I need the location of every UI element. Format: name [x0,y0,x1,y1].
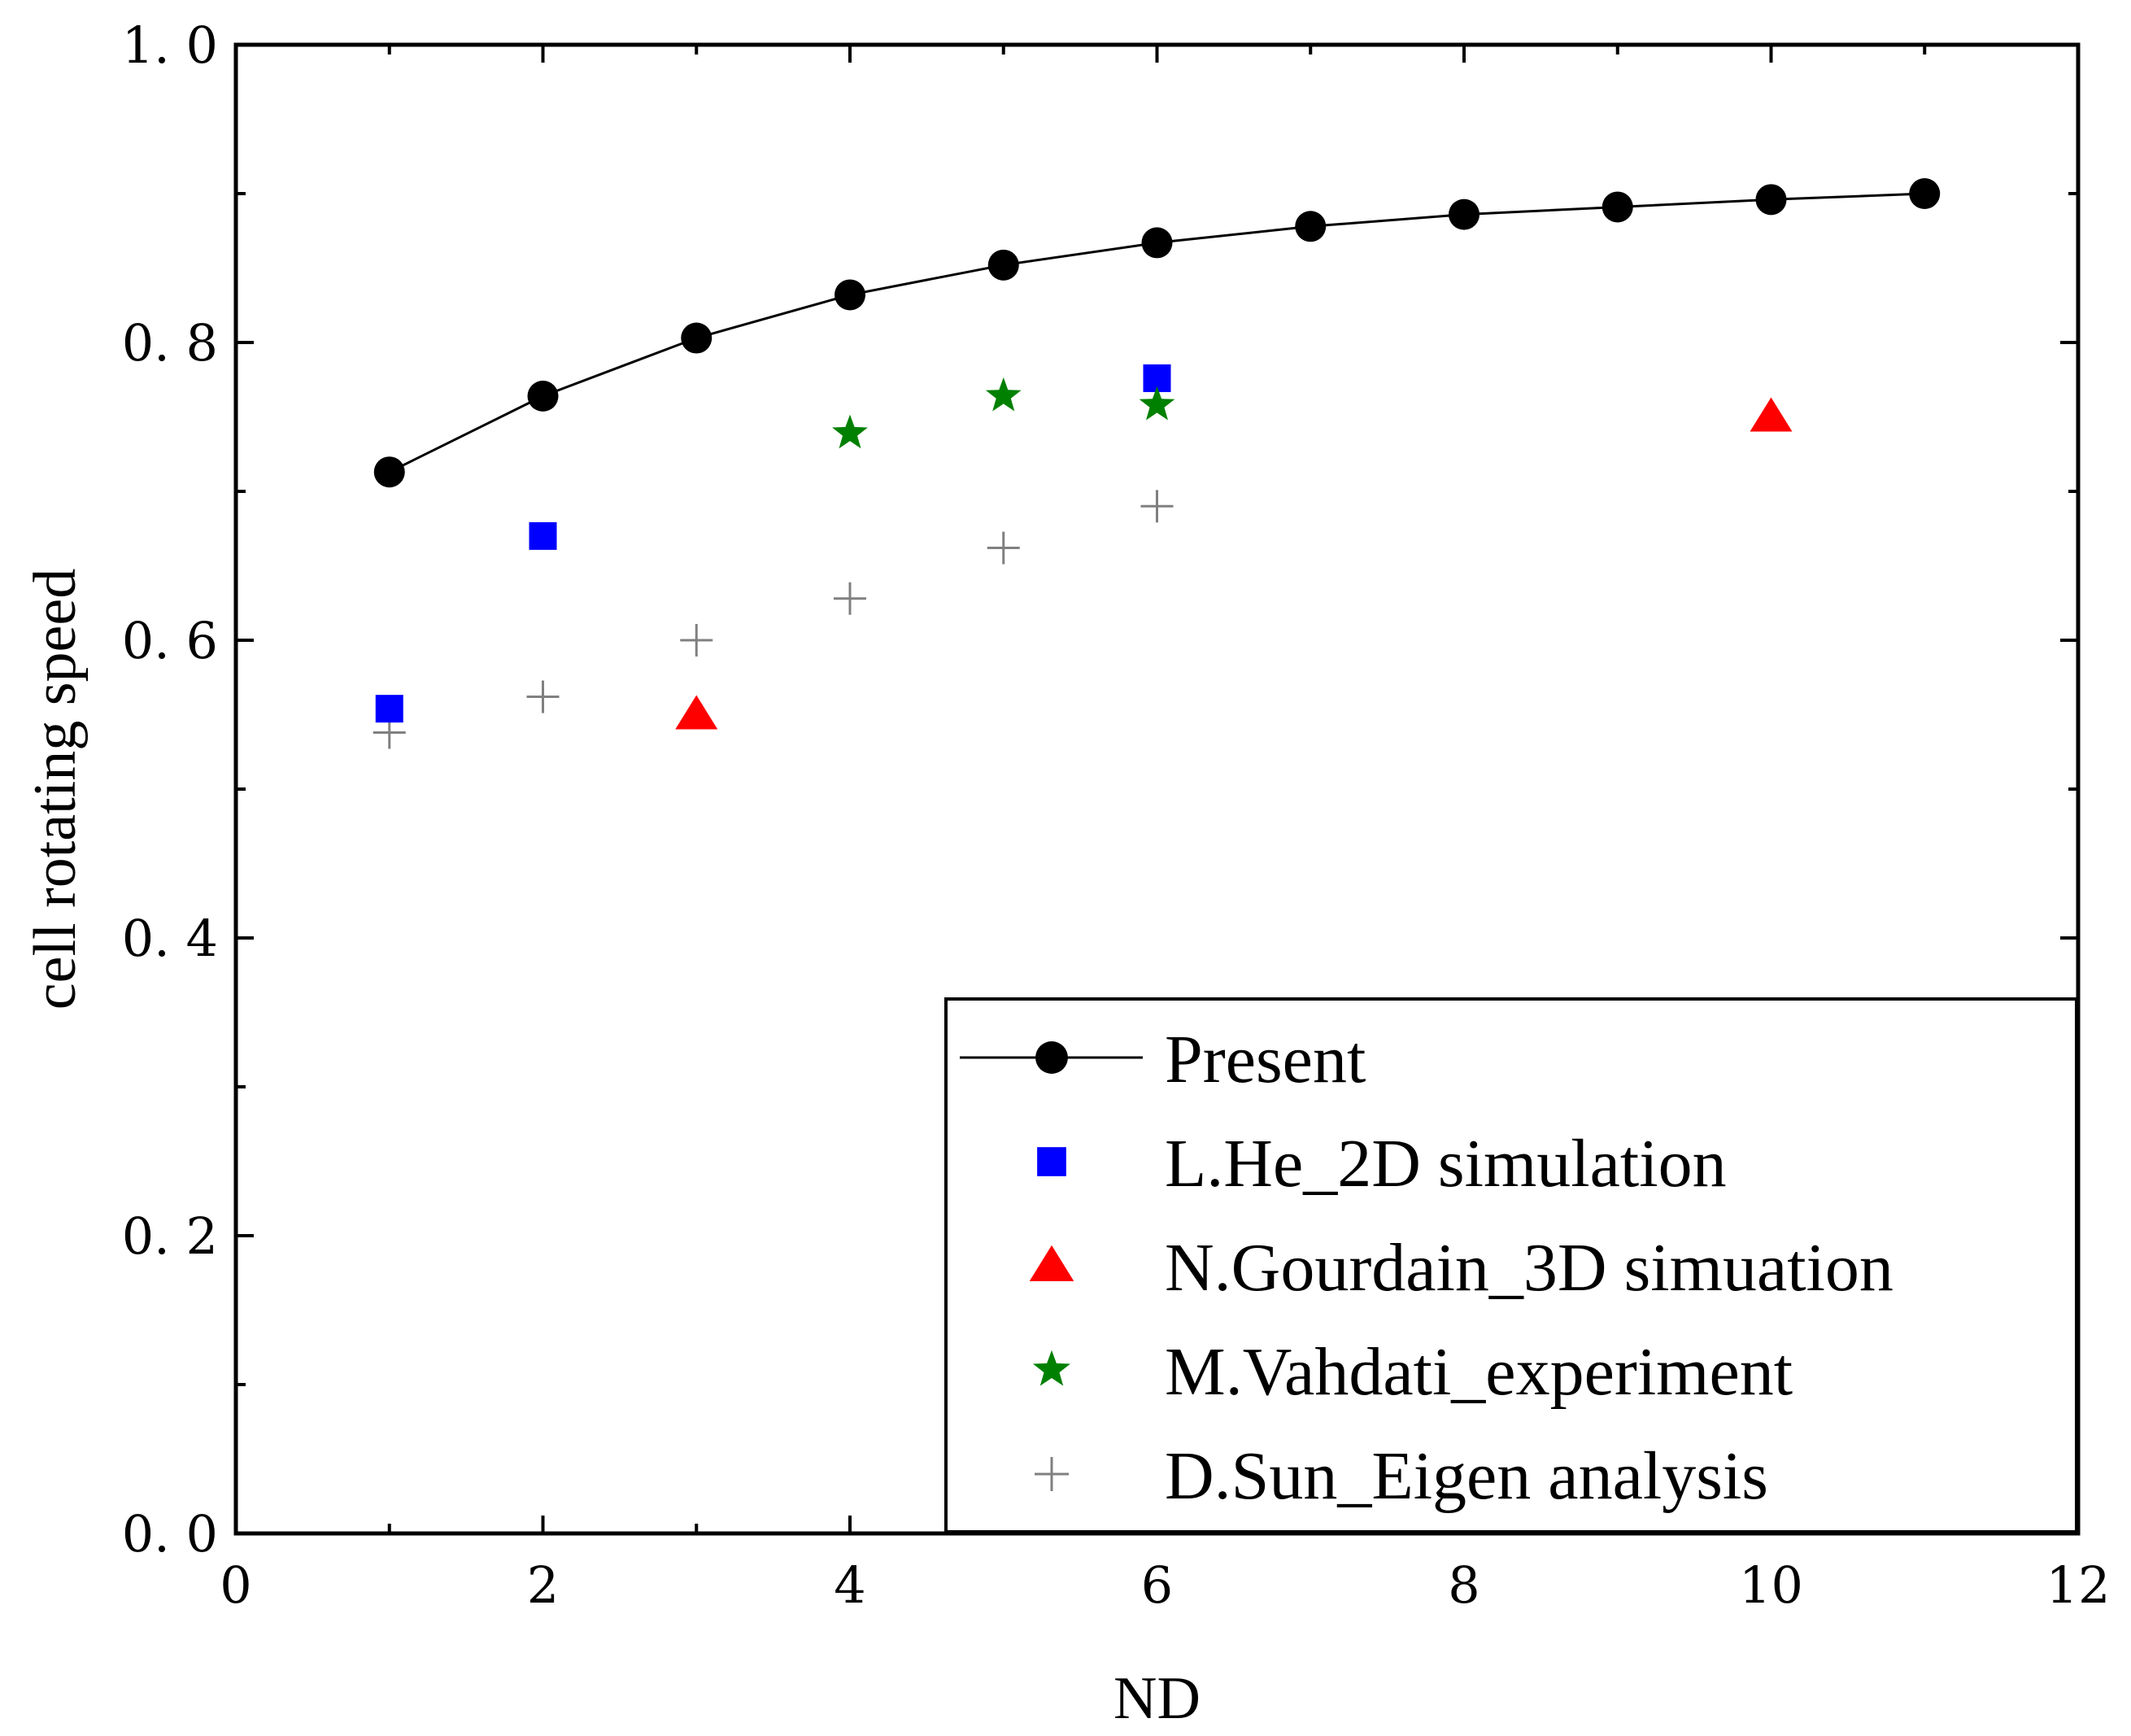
legend-label: M.Vahdati_experiment [1165,1334,1793,1410]
data-point-circle [1295,211,1327,242]
legend: Present L.He_2D simulation N.Gourdain_3D s… [944,997,2078,1533]
data-point-plus [987,531,1020,565]
data-point-star [985,377,1022,412]
x-tick-label: 6 [1141,1555,1173,1615]
legend-box [944,997,2078,1533]
data-point-circle [1909,178,1941,209]
data-point-star [1139,386,1175,421]
data-point-square [529,521,557,550]
data-point-plus [526,680,560,713]
data-point-circle [373,456,405,488]
x-tick-label: 2 [527,1555,559,1615]
data-point-circle [1141,227,1173,259]
tick-labels: 0 2 4 6 8 10 12 0. 0 0. 2 0. 4 0. 6 0. 8 1. 0 [122,15,2111,1615]
legend-label: L.He_2D simulation [1165,1126,1727,1202]
x-axis-title: ND [1113,1665,1201,1732]
x-tick-label: 0 [220,1555,251,1615]
legend-label: Present [1165,1022,1366,1097]
legend-marker-circle [1035,1041,1068,1074]
data-point-circle [987,249,1019,281]
x-tick-label: 8 [1448,1555,1479,1615]
data-point-triangle [675,695,718,730]
legend-label: D.Sun_Eigen analysis [1165,1438,1768,1514]
y-tick-label: 0. 6 [122,611,218,670]
data-point-circle [1449,198,1479,230]
series-3 [832,377,1175,449]
data-point-circle [1755,184,1787,216]
data-point-star [832,414,868,449]
legend-marker-plus [1035,1457,1069,1491]
series-1 [375,364,1171,723]
data-point-square [375,695,403,723]
legend-marker-square [1037,1147,1066,1176]
y-tick-label: 1. 0 [122,15,218,75]
y-tick-label: 0. 2 [122,1206,218,1266]
series-4 [373,490,1174,749]
data-point-plus [680,624,713,656]
data-point-triangle [1750,397,1793,432]
legend-marker-triangle [1029,1245,1074,1281]
y-tick-label: 0. 8 [122,313,218,373]
data-point-circle [835,279,865,311]
x-tick-label: 10 [1739,1555,1803,1615]
y-tick-label: 0. 4 [122,909,218,968]
series-2 [675,397,1793,730]
x-tick-label: 4 [834,1555,865,1615]
data-point-circle [527,380,559,412]
data-point-circle [681,322,713,354]
y-axis-title: cell rotating speed [22,569,89,1010]
series-layer [373,178,1941,749]
series-0 [373,178,1941,488]
data-point-circle [1602,191,1633,223]
data-point-plus [834,582,866,615]
x-tick-label: 12 [2046,1555,2111,1615]
y-tick-label: 0. 0 [122,1504,218,1564]
legend-marker-star [1033,1350,1070,1386]
data-point-plus [1140,490,1174,523]
legend-label: N.Gourdain_3D simuation [1165,1230,1893,1306]
